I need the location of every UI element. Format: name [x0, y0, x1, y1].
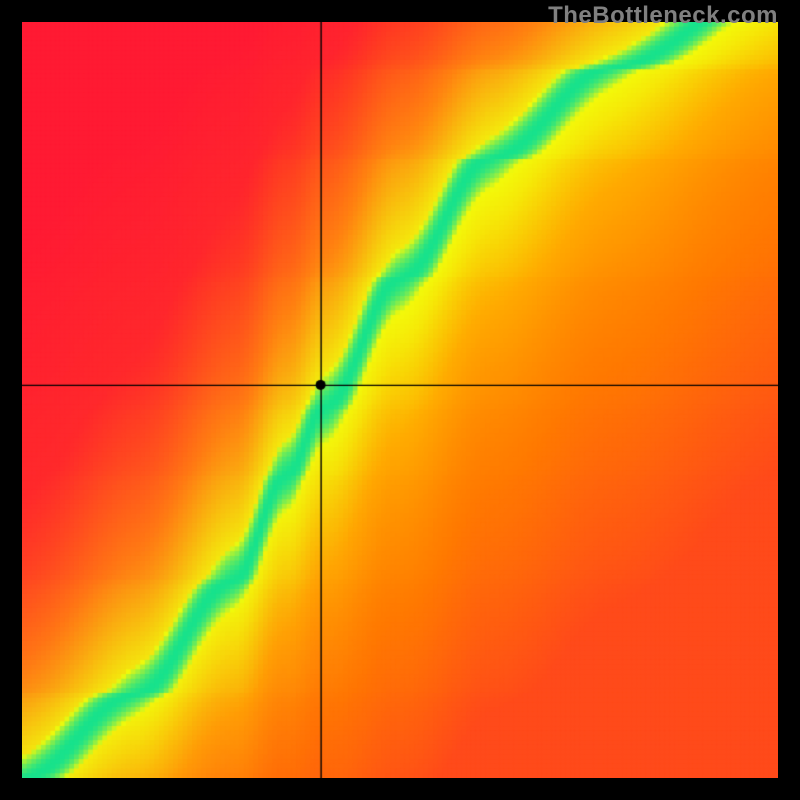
watermark-text: TheBottleneck.com	[548, 2, 778, 30]
heatmap-plot	[22, 22, 778, 778]
